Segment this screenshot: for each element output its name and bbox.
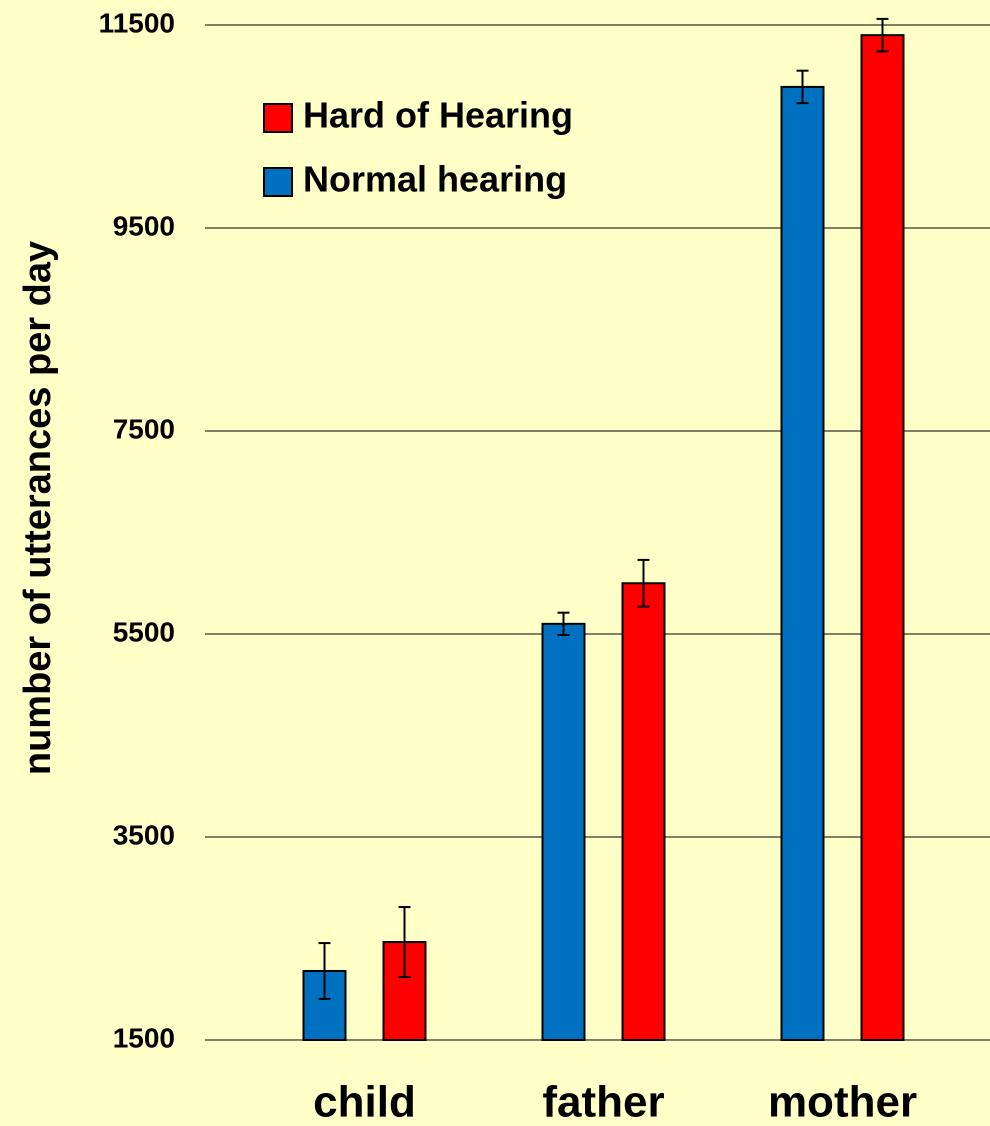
bar <box>780 85 825 1042</box>
legend-swatch <box>263 103 293 133</box>
y-tick-label: 5500 <box>113 616 175 647</box>
bar <box>541 622 586 1041</box>
legend-label: Hard of Hearing <box>303 95 573 136</box>
y-tick-label: 7500 <box>113 413 175 444</box>
y-tick-label: 11500 <box>99 7 175 38</box>
bar <box>621 582 666 1041</box>
y-tick-label: 3500 <box>113 819 175 850</box>
x-tick-label: father <box>542 1078 664 1126</box>
legend-label: Normal hearing <box>303 159 567 200</box>
legend-swatch <box>263 167 293 197</box>
y-tick-label: 9500 <box>113 210 175 241</box>
x-tick-label: child <box>313 1078 416 1126</box>
y-axis-label: number of utterances per day <box>17 241 59 775</box>
y-tick-label: 1500 <box>113 1022 175 1053</box>
x-tick-label: mother <box>768 1078 917 1126</box>
bar <box>860 34 905 1041</box>
